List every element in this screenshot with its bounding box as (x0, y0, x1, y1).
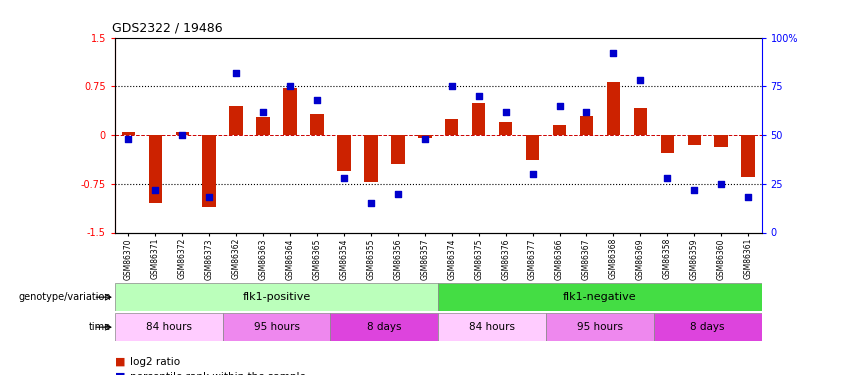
Bar (311, 114, 323, 135)
Bar (175, 132, 189, 135)
Bar (418, 135, 431, 138)
Bar (223, 313, 330, 341)
Point (310, 97, 323, 103)
Point (283, 83, 297, 89)
Bar (660, 135, 674, 153)
Text: time: time (89, 322, 111, 332)
Point (391, 190, 405, 196)
Bar (607, 82, 620, 135)
Text: flk1-positive: flk1-positive (243, 292, 311, 302)
Bar (472, 102, 485, 135)
Point (607, 50, 620, 56)
Bar (330, 313, 438, 341)
Text: log2 ratio: log2 ratio (130, 357, 180, 367)
Point (714, 181, 728, 187)
Bar (546, 313, 654, 341)
Bar (149, 135, 162, 203)
Text: 8 days: 8 days (367, 322, 402, 332)
Bar (115, 313, 223, 341)
Point (526, 171, 540, 177)
Point (741, 194, 755, 200)
Point (122, 136, 135, 142)
Text: ■: ■ (115, 372, 125, 375)
Point (580, 109, 593, 115)
Bar (115, 283, 438, 311)
Bar (654, 313, 762, 341)
Bar (715, 135, 728, 147)
Text: genotype/variation: genotype/variation (18, 292, 111, 302)
Bar (391, 135, 404, 164)
Point (633, 77, 648, 83)
Bar (499, 122, 512, 135)
Bar (122, 132, 135, 135)
Bar (580, 116, 593, 135)
Point (175, 132, 189, 138)
Bar (741, 135, 755, 177)
Bar (445, 119, 459, 135)
Text: GDS2322 / 19486: GDS2322 / 19486 (111, 22, 222, 35)
Point (471, 93, 485, 99)
Bar (634, 108, 647, 135)
Text: 95 hours: 95 hours (254, 322, 300, 332)
Bar (364, 135, 378, 182)
Text: 84 hours: 84 hours (469, 322, 515, 332)
Text: 95 hours: 95 hours (577, 322, 623, 332)
Point (337, 175, 351, 181)
Bar (256, 117, 270, 135)
Bar (203, 135, 216, 207)
Point (148, 187, 162, 193)
Point (364, 200, 378, 206)
Bar (283, 88, 297, 135)
Point (553, 103, 567, 109)
Bar (438, 313, 546, 341)
Point (660, 175, 674, 181)
Bar (688, 135, 701, 145)
Point (418, 136, 431, 142)
Bar (553, 125, 566, 135)
Point (256, 109, 270, 115)
Point (688, 187, 701, 193)
Bar (526, 135, 540, 160)
Text: percentile rank within the sample: percentile rank within the sample (130, 372, 306, 375)
Text: 8 days: 8 days (690, 322, 725, 332)
Bar (438, 283, 762, 311)
Text: flk1-negative: flk1-negative (563, 292, 637, 302)
Point (499, 109, 512, 115)
Point (203, 194, 216, 200)
Bar (230, 106, 243, 135)
Point (229, 70, 243, 76)
Bar (337, 135, 351, 171)
Text: ■: ■ (115, 357, 125, 367)
Point (445, 83, 459, 89)
Text: 84 hours: 84 hours (146, 322, 191, 332)
